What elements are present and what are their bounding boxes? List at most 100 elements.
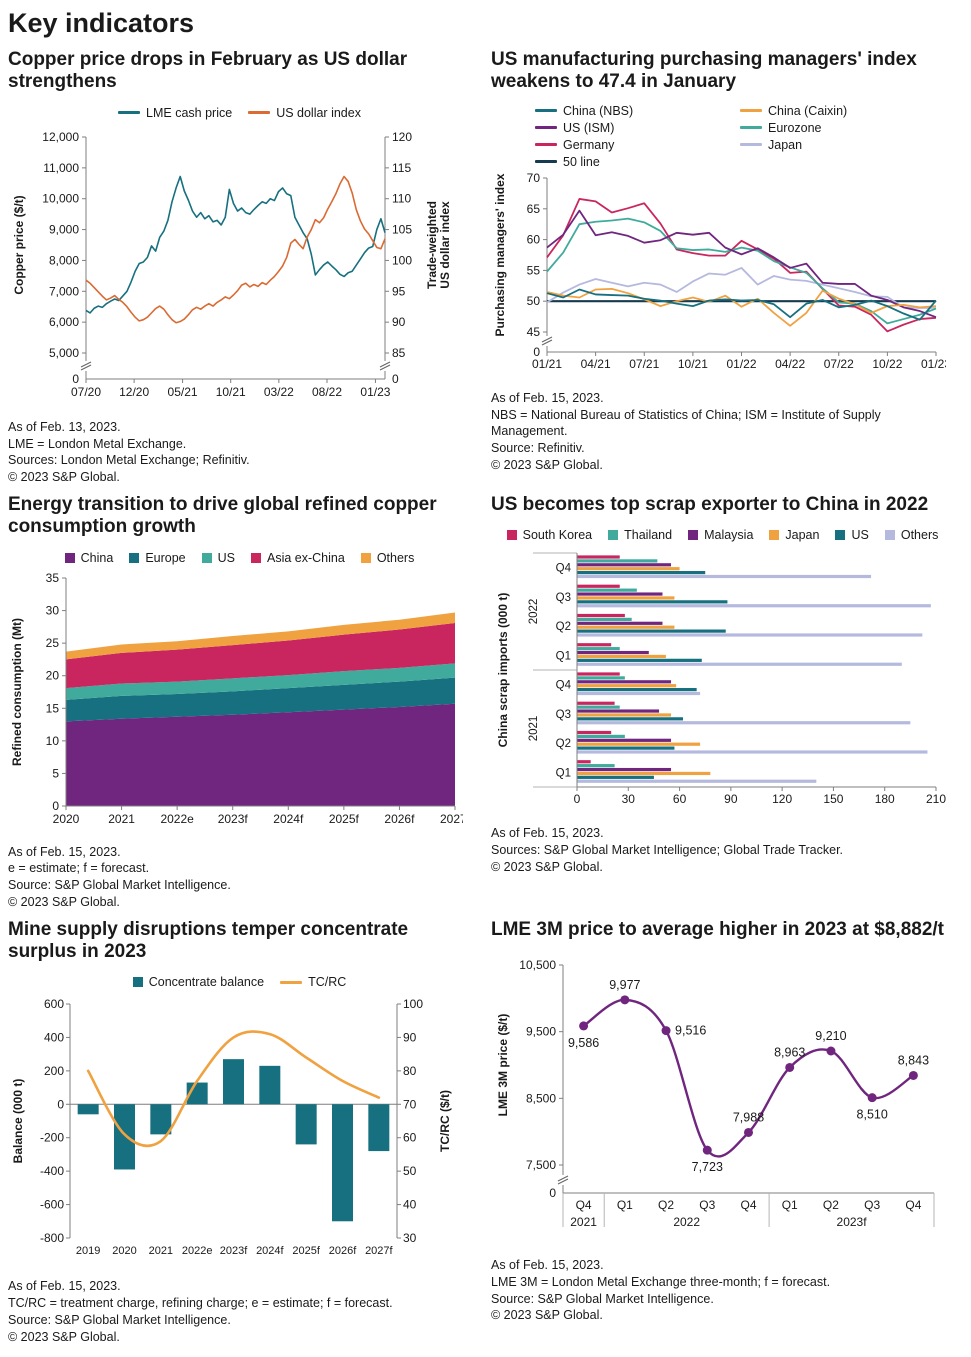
- bar-japan: [577, 596, 675, 600]
- legend-label: Concentrate balance: [148, 975, 265, 990]
- legend-item-south-korea: South Korea: [506, 528, 592, 542]
- x-tick-label: 01/22: [726, 357, 756, 371]
- bar-japan: [577, 567, 680, 571]
- legend-label: Thailand: [624, 528, 673, 543]
- axis-break-mark: [379, 361, 391, 371]
- legend-marker: [535, 160, 557, 164]
- axis-break-mark: [541, 336, 553, 346]
- y-tick-label: 0: [392, 372, 399, 386]
- y-tick-label: 5: [52, 766, 59, 780]
- bar-others: [577, 721, 911, 725]
- y-tick-label: 115: [392, 161, 411, 175]
- y-tick-label: 0: [533, 345, 540, 359]
- legend-label: China: [80, 550, 114, 565]
- y-tick-label: 85: [392, 346, 406, 360]
- legend-label: Eurozone: [768, 120, 822, 135]
- x-tick-label: 01/23: [360, 385, 390, 399]
- y-tick-label: 400: [44, 1031, 64, 1045]
- bar-thailand: [577, 735, 625, 739]
- point-marker: [744, 1127, 753, 1137]
- bar-concentrate-balance: [368, 1104, 390, 1152]
- legend-label: Europe: [145, 550, 186, 565]
- chart-title-lme-3m: LME 3M price to average higher in 2023 a…: [491, 918, 945, 940]
- legend-marker: [608, 530, 619, 541]
- bar-us: [577, 600, 728, 604]
- x-tick-label: 0: [574, 792, 581, 806]
- chart-section-copper-dollar: Copper price drops in February as US dol…: [8, 49, 471, 486]
- bar-concentrate-balance: [223, 1059, 244, 1105]
- bar-malaysia: [577, 563, 672, 567]
- y-axis-title: Balance (000 t): [11, 1079, 25, 1164]
- legend-item-thailand: Thailand: [608, 528, 672, 542]
- quarter-label: Q4: [905, 1198, 921, 1212]
- chart-footnotes: As of Feb. 15, 2023. LME 3M = London Met…: [491, 1258, 831, 1323]
- y-axis-title: LME 3M price ($/t): [496, 1014, 510, 1117]
- legend-label: LME cash price: [146, 105, 233, 120]
- legend-label: 50 line: [563, 154, 600, 169]
- y-tick-label: 120: [392, 130, 412, 144]
- data-label: 8,843: [898, 1053, 929, 1067]
- y-tick-label: 55: [527, 263, 541, 277]
- y-tick-label: 65: [527, 202, 541, 216]
- line-us-ism: [546, 209, 937, 318]
- y-tick-label: 10: [46, 733, 60, 747]
- y-tick-label: -600: [40, 1198, 64, 1212]
- x-tick-label: 01/21: [532, 357, 562, 371]
- legend-marker: [740, 109, 762, 113]
- x-tick-label: 2024f: [256, 1245, 284, 1257]
- bar-thailand: [577, 764, 615, 768]
- point-marker: [702, 1145, 712, 1155]
- area-china: [66, 703, 455, 806]
- bar-japan: [577, 625, 675, 630]
- legend-item-concentrate-balance: Concentrate balance: [132, 975, 265, 990]
- y-tick-label: 600: [44, 997, 64, 1011]
- y-tick-label: 110: [392, 192, 411, 206]
- y-tick-label: 50: [403, 1165, 417, 1179]
- bar-malaysia: [577, 592, 663, 596]
- legend-marker: [769, 530, 780, 541]
- x-tick-label: 2024f: [273, 812, 304, 826]
- y-tick-label: 95: [392, 284, 406, 298]
- x-tick-label: 04/21: [581, 357, 611, 371]
- charts-grid: Copper price drops in February as US dol…: [8, 49, 963, 1345]
- y-tick-label: 10,000: [42, 192, 79, 206]
- y-tick-label: 9,000: [49, 222, 79, 236]
- x-tick-label: 04/22: [775, 357, 805, 371]
- axis-break: [80, 360, 92, 371]
- legend-marker: [740, 126, 762, 130]
- quarter-label: Q3: [699, 1198, 715, 1212]
- legend-label: US: [217, 550, 235, 565]
- chart-section-pmi: US manufacturing purchasing managers' in…: [491, 49, 954, 486]
- chart-title-scrap-imports: US becomes top scrap exporter to China i…: [491, 493, 929, 515]
- quarter-label: Q3: [556, 592, 571, 604]
- legend-label: Germany: [563, 137, 615, 152]
- y-tick-label: 70: [403, 1098, 417, 1112]
- legend-item-others: Others: [360, 551, 414, 565]
- year-label: 2021: [570, 1215, 597, 1229]
- bar-us: [577, 629, 726, 633]
- x-tick-label: 2021: [149, 1245, 173, 1257]
- point-marker: [661, 1026, 671, 1036]
- year-label: 2021: [528, 716, 540, 742]
- legend-label: Asia ex-China: [267, 550, 345, 565]
- scrap-imports-bar-chart: 0 30 60 90 120 150 180 210 Q4 Q3 Q2 Q1 Q4 Q3 Q2 Q1 2022 2…: [496, 552, 946, 806]
- x-tick-label: 07/21: [629, 357, 659, 371]
- page-title: Key indicators: [8, 8, 195, 38]
- chart-title-concentrate-balance: Mine supply disruptions temper concentra…: [8, 918, 409, 963]
- bar-japan: [577, 655, 666, 659]
- bar-south-korea: [577, 555, 620, 559]
- x-tick-label: 2021: [108, 812, 135, 826]
- bar-others: [577, 633, 923, 637]
- bar-concentrate-balance: [114, 1104, 135, 1170]
- x-tick-label: 30: [622, 792, 636, 806]
- quarter-label: Q2: [556, 738, 571, 750]
- point-marker: [867, 1093, 877, 1103]
- y-tick-label: 12,000: [42, 130, 79, 144]
- bar-concentrate-balance: [77, 1104, 99, 1115]
- x-tick-label: 01/23: [921, 357, 946, 371]
- legend-item-us: US: [835, 528, 869, 542]
- legend-item-china: China: [64, 550, 114, 565]
- y-tick-label: 35: [46, 571, 60, 585]
- legend-item-china-caixin: China (Caixin): [740, 104, 945, 118]
